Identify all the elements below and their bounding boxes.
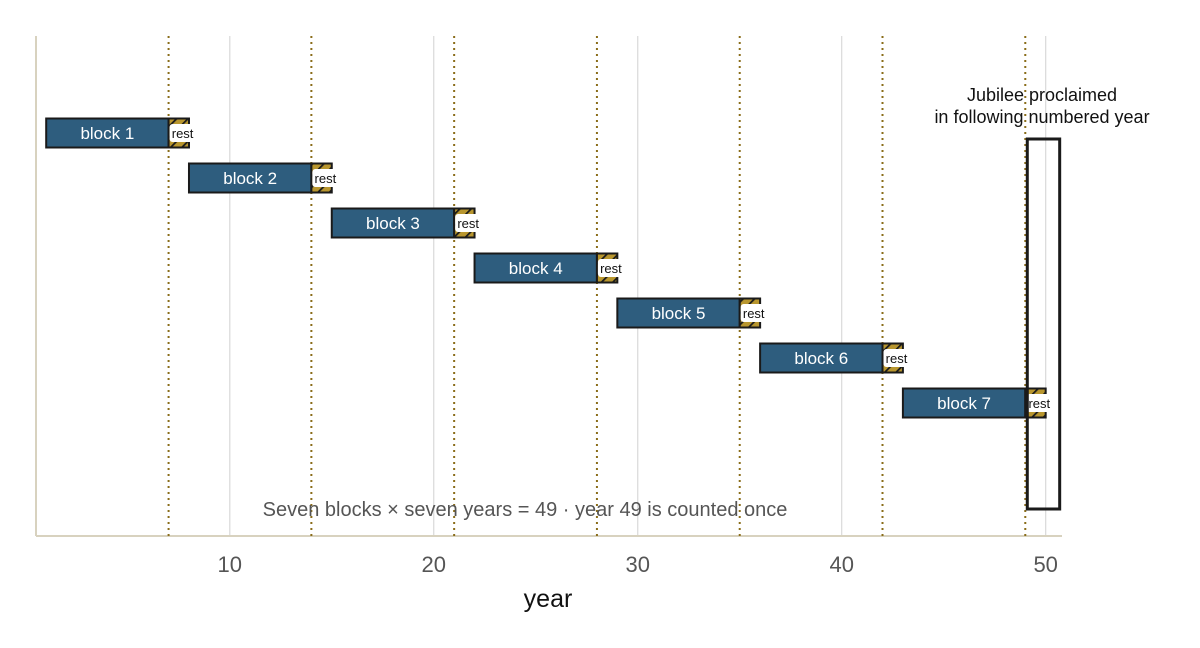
block-bar (330, 207, 456, 239)
block-2: block 2 rest (187, 162, 338, 194)
rest-label-box (169, 124, 195, 142)
x-tick-label: 20 (422, 552, 446, 577)
block-bar (45, 117, 170, 149)
rest-label: rest (1028, 396, 1050, 411)
jubilee-label-line: in following numbered year (934, 107, 1149, 127)
rest-label-box (740, 304, 766, 322)
chart-note: Seven blocks × seven years = 49 · year 4… (263, 499, 788, 521)
block-label: block 1 (80, 124, 134, 143)
block-6: block 6 rest (759, 342, 909, 374)
block-bar (473, 252, 598, 284)
jubilee-label: Jubilee proclaimed in following numbered … (934, 85, 1149, 127)
block-label: block 5 (652, 304, 706, 323)
rest-label-box (597, 259, 623, 277)
rest-label: rest (743, 306, 765, 321)
x-tick-label: 10 (218, 552, 242, 577)
rest-label-box (1026, 394, 1052, 412)
block-label: block 4 (509, 259, 563, 278)
x-tick-label: 40 (829, 552, 853, 577)
rest-label: rest (172, 126, 194, 141)
block-7: block 7 rest (901, 387, 1052, 419)
rest-label: rest (457, 216, 479, 231)
block-bar (759, 342, 884, 374)
block-3: block 3 rest (330, 207, 481, 239)
rest-label: rest (600, 261, 622, 276)
gridlines (229, 36, 1047, 536)
block-label: block 6 (794, 349, 848, 368)
block-5: block 5 rest (616, 297, 766, 329)
block-label: block 2 (223, 169, 277, 188)
block-label: block 3 (366, 214, 420, 233)
block-bar (187, 162, 313, 194)
jubilee-label-line: Jubilee proclaimed (967, 85, 1117, 105)
axes: 10 20 30 40 50 (35, 36, 1062, 577)
x-axis-label: year (524, 585, 573, 613)
rest-label-box (883, 349, 909, 367)
block-4: block 4 rest (473, 252, 623, 284)
x-tick-label: 50 (1033, 552, 1057, 577)
rest-label-box (455, 214, 481, 232)
block-label: block 7 (937, 394, 991, 413)
rest-year-markers (167, 36, 1027, 536)
block-1: block 1 rest (45, 117, 195, 149)
rest-label: rest (315, 171, 337, 186)
rest-label: rest (886, 351, 908, 366)
rest-label-box (312, 169, 338, 187)
block-bar (901, 387, 1027, 419)
jubilee-annotation: Jubilee proclaimed in following numbered … (934, 85, 1150, 511)
block-bar (616, 297, 741, 329)
jubilee-box (1025, 137, 1062, 511)
x-tick-label: 30 (625, 552, 649, 577)
